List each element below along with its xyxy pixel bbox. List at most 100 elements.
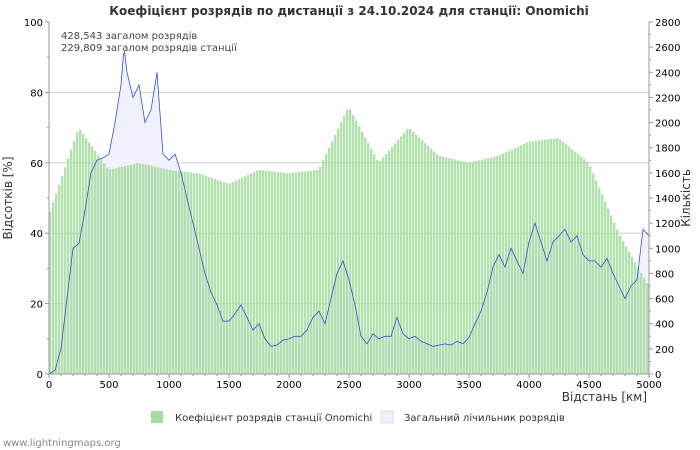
ratio-bar <box>259 170 262 374</box>
ratio-bar <box>529 141 532 374</box>
ratio-bar <box>415 134 418 374</box>
ratio-bar <box>214 179 217 374</box>
ratio-bar <box>568 146 571 374</box>
ratio-bar <box>637 267 640 374</box>
ratio-bar <box>253 171 256 374</box>
ratio-bar <box>286 173 289 374</box>
ratio-bar <box>469 162 472 374</box>
x-axis-ticks: 0 500 1000 1500 2000 2500 3000 3500 4000 4500 5000 <box>46 374 662 391</box>
ratio-bar <box>58 184 61 374</box>
ratio-bar <box>184 171 187 374</box>
ratio-bar <box>289 173 292 374</box>
right-tick-label: 1200 <box>655 219 680 230</box>
ratio-bar <box>274 171 277 374</box>
ratio-bar <box>112 168 115 374</box>
ratio-bar <box>235 180 238 374</box>
right-tick-label: 400 <box>655 320 674 331</box>
ratio-bar <box>475 161 478 374</box>
ratio-bar <box>574 151 577 374</box>
ratio-bar <box>613 222 616 374</box>
ratio-bar <box>439 156 442 374</box>
ratio-bar <box>562 141 565 374</box>
right-tick-label: 0 <box>655 370 661 381</box>
ratio-bar <box>76 132 79 374</box>
ratio-bar <box>64 167 67 374</box>
ratio-bar <box>82 133 85 374</box>
ratio-bar <box>448 158 451 374</box>
ratio-bar <box>193 172 196 374</box>
total-count-line-series <box>48 50 650 375</box>
ratio-bar <box>241 177 244 374</box>
ratio-bar <box>643 278 646 374</box>
ratio-bar <box>379 161 382 374</box>
ratio-bar <box>364 137 367 374</box>
ratio-bar <box>628 251 631 374</box>
ratio-bar <box>226 183 229 374</box>
ratio-bar <box>499 155 502 374</box>
ratio-bar <box>559 139 562 374</box>
ratio-bar <box>427 145 430 374</box>
ratio-bar <box>331 141 334 374</box>
ratio-bar <box>85 138 88 374</box>
ratio-bar <box>445 157 448 374</box>
x-tick-label: 4000 <box>516 380 541 391</box>
ratio-bar <box>88 142 91 374</box>
ratio-bar <box>250 173 253 374</box>
ratio-bar <box>343 115 346 374</box>
left-axis-label: Відсотків [%] <box>1 156 15 239</box>
ratio-bar <box>565 144 568 374</box>
ratio-bar <box>313 170 316 374</box>
ratio-bar <box>238 178 241 374</box>
ratio-bar <box>382 157 385 374</box>
ratio-bar <box>55 193 58 374</box>
right-tick-label: 2200 <box>655 93 680 104</box>
ratio-bar <box>430 148 433 374</box>
ratio-bar <box>520 145 523 374</box>
ratio-bar <box>325 154 328 374</box>
ratio-bar <box>424 143 427 374</box>
ratio-bar <box>532 141 535 374</box>
ratio-bar <box>277 172 280 374</box>
ratio-bar <box>580 156 583 374</box>
ratio-bar <box>151 165 154 374</box>
ratio-bar <box>211 178 214 374</box>
ratio-bar <box>340 122 343 374</box>
ratio-bar <box>208 177 211 374</box>
ratio-bar <box>232 181 235 374</box>
ratio-bar <box>454 159 457 374</box>
ratio-bar <box>124 165 127 374</box>
ratio-bar <box>310 170 313 374</box>
ratio-bar <box>406 129 409 374</box>
ratio-bar <box>541 140 544 374</box>
ratio-bar <box>610 215 613 374</box>
ratio-bar <box>535 140 538 374</box>
x-tick-label: 0 <box>46 380 52 391</box>
ratio-bar <box>322 160 325 374</box>
legend-area-label: Загальний лічильник розрядів <box>404 412 565 424</box>
ratio-bar <box>373 154 376 374</box>
ratio-bar <box>316 170 319 374</box>
ratio-bar <box>481 159 484 374</box>
ratio-bar <box>496 156 499 374</box>
ratio-bar <box>388 150 391 374</box>
ratio-bar <box>457 160 460 374</box>
ratio-bar <box>256 170 259 374</box>
ratio-bar <box>175 170 178 374</box>
ratio-bar <box>301 171 304 374</box>
ratio-bar <box>436 154 439 374</box>
ratio-bar <box>355 120 358 374</box>
ratio-bar <box>487 158 490 374</box>
ratio-bar <box>178 171 181 374</box>
ratio-bar <box>73 140 76 374</box>
ratio-bar <box>553 138 556 374</box>
ratio-bar <box>397 139 400 374</box>
ratio-bar <box>205 176 208 374</box>
total-count-line <box>48 50 650 375</box>
ratio-bar <box>349 109 352 375</box>
ratio-bar <box>52 202 55 374</box>
ratio-bar <box>154 166 157 374</box>
x-tick-label: 5000 <box>636 380 661 391</box>
ratio-bar <box>271 171 274 374</box>
right-tick-label: 1600 <box>655 169 680 180</box>
right-tick-label: 800 <box>655 269 674 280</box>
